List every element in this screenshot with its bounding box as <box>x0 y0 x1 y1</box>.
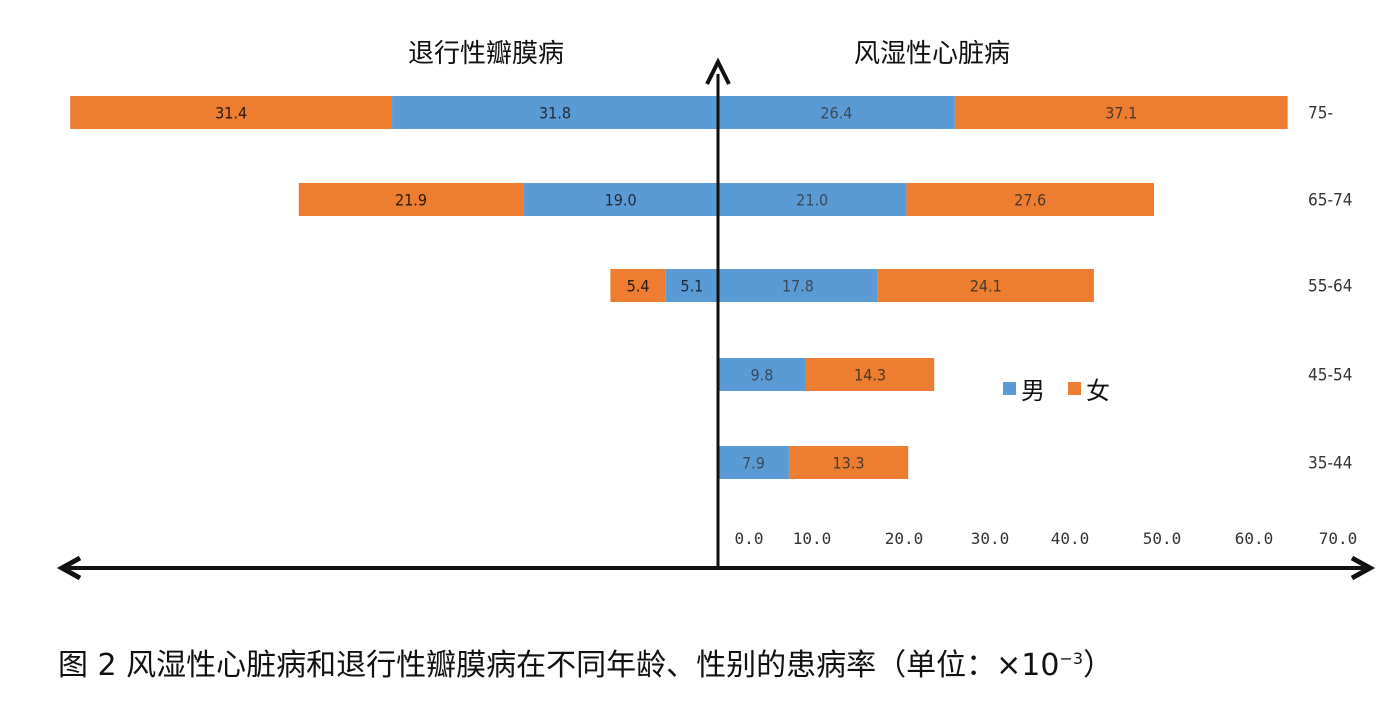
left-male-55-64-label: 5.1 <box>680 277 703 296</box>
right-male-75--label: 26.4 <box>820 104 852 123</box>
right-female-35-44-bar <box>788 446 909 479</box>
right-female-35-44-label: 13.3 <box>833 454 865 473</box>
vertical-axis-arrowhead <box>705 57 731 85</box>
caption-close: ） <box>1083 648 1114 683</box>
legend-swatch-1 <box>1068 382 1081 395</box>
right-female-65-74-bar <box>906 183 1155 216</box>
x-tick-label-10.0: 10.0 <box>793 529 832 548</box>
legend-label-0: 男 <box>1021 377 1045 405</box>
left-male-65-74-bar <box>523 183 718 216</box>
right-male-65-74-label: 21.0 <box>796 191 828 210</box>
x-tick-label-70.0: 70.0 <box>1319 529 1358 548</box>
right-female-65-74-label: 27.6 <box>1014 191 1046 210</box>
right-female-55-64-label: 24.1 <box>970 277 1002 296</box>
left-female-65-74-label: 21.9 <box>395 191 427 210</box>
left-female-55-64-bar <box>610 269 666 302</box>
x-tick-label-40.0: 40.0 <box>1051 529 1090 548</box>
left-female-55-64-label: 5.4 <box>627 277 650 296</box>
right-male-35-44-label: 7.9 <box>742 454 765 473</box>
legend-swatch-0 <box>1003 382 1016 395</box>
right-female-75--label: 37.1 <box>1105 104 1137 123</box>
left-panel-title: 退行性瓣膜病 <box>408 39 564 69</box>
right-female-45-54-label: 14.3 <box>854 366 886 385</box>
left-female-65-74-bar <box>298 183 524 216</box>
x-tick-label-0.0: 0.0 <box>735 529 764 548</box>
right-male-45-54-bar <box>718 358 806 391</box>
right-male-35-44-bar <box>718 446 789 479</box>
right-male-65-74-bar <box>718 183 907 216</box>
left-female-75--label: 31.4 <box>215 104 247 123</box>
left-male-75--label: 31.8 <box>539 104 571 123</box>
right-female-55-64-bar <box>877 269 1094 302</box>
horizontal-axis-right-arrowhead <box>1350 555 1376 581</box>
category-label-75-: 75- <box>1308 104 1333 124</box>
category-label-45-54: 45-54 <box>1308 366 1352 386</box>
caption-exponent: −3 <box>1059 649 1084 668</box>
x-tick-label-30.0: 30.0 <box>971 529 1010 548</box>
figure-caption: 图 2 风湿性心脏病和退行性瓣膜病在不同年龄、性别的患病率（单位：×10−3） <box>58 640 1113 684</box>
category-label-35-44: 35-44 <box>1308 454 1352 474</box>
x-tick-label-60.0: 60.0 <box>1235 529 1274 548</box>
right-male-45-54-label: 9.8 <box>751 366 774 385</box>
horizontal-axis-left-arrowhead <box>56 555 82 581</box>
left-female-75--bar <box>70 96 393 129</box>
right-male-75--bar <box>718 96 955 129</box>
right-female-45-54-bar <box>805 358 935 391</box>
right-male-55-64-label: 17.8 <box>782 277 814 296</box>
right-male-55-64-bar <box>718 269 878 302</box>
x-tick-label-50.0: 50.0 <box>1143 529 1182 548</box>
x-tick-label-20.0: 20.0 <box>885 529 924 548</box>
category-label-65-74: 65-74 <box>1308 191 1352 211</box>
legend-label-1: 女 <box>1086 377 1110 405</box>
left-male-65-74-label: 19.0 <box>605 191 637 210</box>
left-male-55-64-bar <box>665 269 718 302</box>
right-panel-title: 风湿性心脏病 <box>854 39 1010 69</box>
category-label-55-64: 55-64 <box>1308 277 1352 297</box>
left-male-75--bar <box>392 96 718 129</box>
caption-text: 图 2 风湿性心脏病和退行性瓣膜病在不同年龄、性别的患病率（单位：×10 <box>58 648 1060 683</box>
chart-canvas: 26.4 37.1 31.8 31.4 75- 21.0 27.6 19.0 21.9 65-74… <box>56 39 1376 581</box>
right-female-75--bar <box>954 96 1288 129</box>
